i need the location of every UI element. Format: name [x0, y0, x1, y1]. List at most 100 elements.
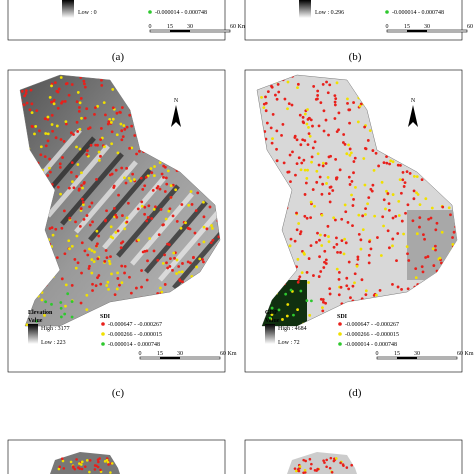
sdi-point: [75, 100, 79, 104]
legend-low: Low : 223: [41, 340, 66, 346]
sdi-point: [40, 298, 44, 302]
sdi-point: [384, 207, 387, 211]
sdi-point: [344, 210, 348, 214]
sdi-point: [286, 303, 290, 306]
sdi-point: [420, 178, 424, 182]
sdi-point: [433, 244, 437, 248]
sdi-point: [130, 146, 134, 150]
map-region: [287, 452, 357, 474]
sdi-point: [414, 276, 418, 280]
sdi-point: [57, 87, 61, 91]
sdi-point: [59, 192, 62, 196]
legend-dot: [148, 10, 152, 14]
sdi-point: [346, 220, 350, 224]
north-arrow: [171, 105, 181, 127]
sdi-point: [82, 79, 86, 83]
sdi-point: [194, 209, 198, 213]
sdi-point: [319, 270, 323, 273]
sdi-point: [277, 308, 281, 312]
sdi-point: [299, 230, 303, 234]
sdi-point: [130, 124, 134, 128]
sdi-point: [164, 176, 168, 180]
sdi-point: [128, 275, 131, 279]
sdi-point: [308, 457, 312, 461]
sdi-point: [282, 161, 286, 165]
sdi-point: [319, 297, 323, 301]
sdi-point: [113, 206, 116, 210]
sdi-point: [307, 257, 311, 260]
sdi-point: [106, 122, 110, 126]
sdi-point: [31, 125, 34, 129]
sdi-point: [64, 304, 67, 308]
sdi-point: [391, 244, 394, 248]
legend-ramp: [28, 324, 38, 344]
sdi-point: [50, 100, 53, 104]
sdi-point: [152, 249, 156, 253]
sdi-point: [141, 187, 145, 191]
sdi-point: [293, 136, 297, 139]
sdi-point: [434, 228, 438, 232]
sdi-point: [430, 206, 434, 210]
sdi-point: [157, 233, 161, 237]
sdi-point: [54, 136, 58, 140]
sdi-point: [202, 260, 205, 264]
legend-ramp: [62, 0, 74, 18]
sdi-point: [95, 229, 99, 233]
sdi-point: [80, 460, 84, 464]
sdi-point: [123, 264, 127, 268]
sdi-point: [327, 155, 331, 159]
sdi-point: [265, 121, 269, 125]
sdi-point: [83, 465, 87, 468]
sdi-point: [150, 217, 154, 220]
sdi-point: [24, 89, 28, 92]
sdi-point: [366, 139, 370, 142]
sdi-point: [125, 125, 129, 129]
sdi-point: [335, 243, 339, 246]
sdi-point: [317, 124, 321, 128]
sdi-point: [401, 178, 405, 182]
sdi-point: [67, 239, 71, 243]
sdi-point: [277, 90, 281, 94]
sdi-point: [173, 256, 176, 260]
sdi-point: [293, 467, 297, 470]
sdi-point: [308, 313, 312, 317]
sdi-point: [399, 164, 402, 167]
sdi-point: [89, 143, 93, 147]
sdi-point: [63, 99, 67, 103]
sdi-point: [327, 235, 330, 238]
sdi-point: [23, 94, 27, 98]
sdi-point: [165, 182, 169, 186]
sdi-point: [389, 159, 393, 163]
sdi-point: [125, 166, 129, 170]
sdi-point: [123, 176, 126, 180]
sdi-point: [96, 242, 99, 246]
sdi-point: [327, 240, 331, 244]
caption: (b): [349, 51, 362, 63]
sdi-point: [345, 284, 349, 288]
sdi-point: [62, 467, 66, 470]
sdi-point: [363, 125, 367, 129]
sdi-point: [46, 118, 50, 121]
sdi-point: [310, 160, 313, 164]
sdi-point: [296, 308, 299, 312]
sdi-point: [83, 249, 87, 253]
sdi-point: [418, 216, 422, 220]
sdi-point: [99, 468, 102, 472]
sdi-point: [297, 469, 301, 473]
sdi-point: [295, 138, 299, 142]
sdi-point: [155, 186, 159, 190]
sdi-point: [75, 175, 78, 178]
sdi-point: [312, 274, 315, 277]
sdi-point: [300, 271, 304, 275]
sdi-point: [349, 151, 353, 155]
sdi-point: [24, 91, 28, 95]
sdi-point: [50, 302, 53, 306]
terrain-ridge: [88, 168, 152, 242]
sdi-point: [38, 129, 41, 133]
sdi-point: [328, 83, 332, 87]
sdi-point: [88, 126, 92, 130]
sdi-point: [343, 237, 346, 241]
sdi-point: [299, 168, 303, 172]
sdi-point: [78, 127, 82, 131]
sdi-point: [86, 253, 90, 257]
